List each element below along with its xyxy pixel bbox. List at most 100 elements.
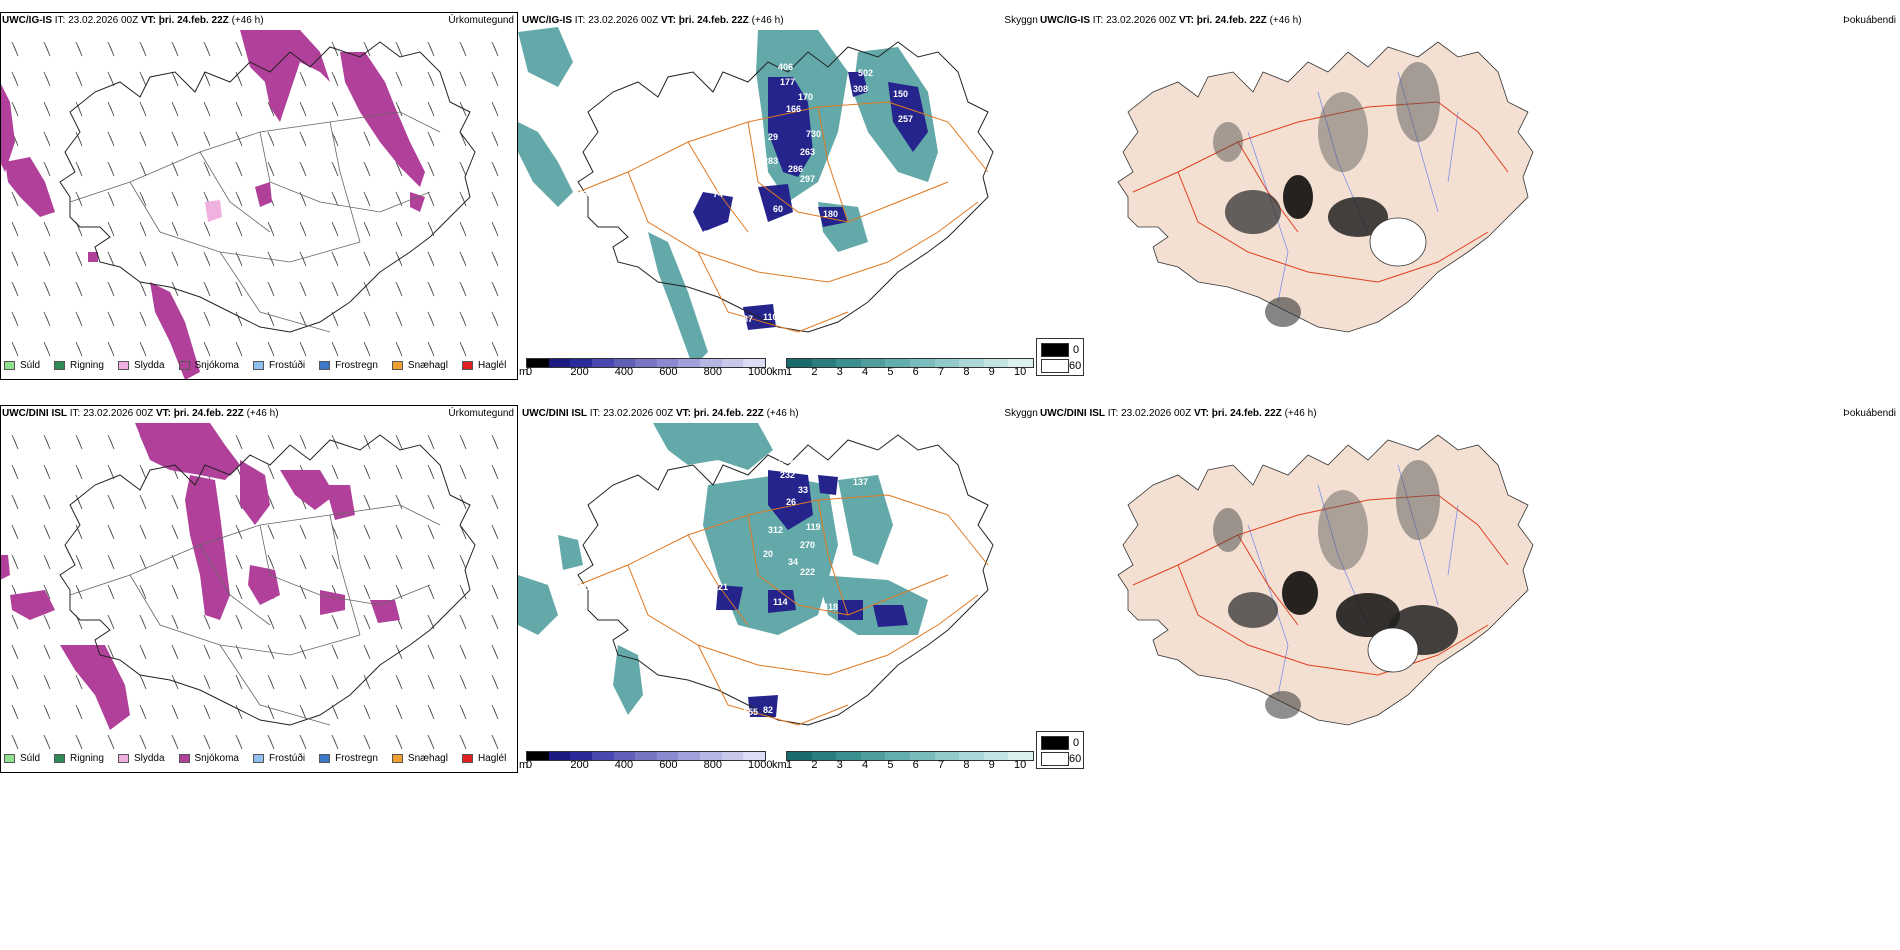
wind-barb [427,161,435,177]
legend-item: Slydda [117,753,165,764]
colorbar-segment [983,752,1009,760]
wind-barb [491,644,499,660]
wind-barb [139,704,147,720]
legend-swatch [178,754,190,763]
colorbar-tick-label: 200 [570,366,589,378]
wind-barb [235,341,243,357]
colorbar-segment [721,359,744,367]
wind-barb [427,341,435,357]
cloudbase-value-label: 137 [853,477,868,487]
colorbar-segment [700,359,722,367]
fog-high-swatch [1041,736,1069,750]
wind-barb [459,704,467,720]
colorbar-tick-label: 8 [963,366,970,378]
wind-barb [43,281,51,297]
precip-legend-row1: Súld Rigning Slydda Snjókoma Frostúði Frostre… [4,360,518,371]
fog-title-row2: Þokuábendi [1843,408,1896,419]
wind-barb [427,704,435,720]
wind-barb [139,341,147,357]
wind-barb [75,494,83,510]
wind-barb [43,101,51,117]
wind-barb [107,341,115,357]
wind-barb [267,221,275,237]
colorbar-segment [787,359,812,367]
colorbar-segment [811,359,837,367]
cloudbase-value-label: 74 [713,189,723,199]
wind-barb [75,434,83,450]
colorbar-segment [613,752,636,760]
wind-barb [491,251,499,267]
colorbar-segment [527,752,549,760]
colorbar-segment [613,359,636,367]
colorbar-tick-label: 1000 [748,366,773,378]
colorbar-tick-label: 0 [526,366,533,378]
legend-swatch [117,361,129,370]
cloudbase-value-label: 257 [898,114,913,124]
wind-barb [235,221,243,237]
colorbar-segment [934,359,960,367]
wind-barb [395,494,403,510]
wind-barb [171,191,179,207]
wind-barb [427,41,435,57]
legend-label: Frostúði [268,360,306,371]
wind-barb [235,161,243,177]
wind-barb [491,674,499,690]
wind-barb [363,584,371,600]
wind-barb [491,71,499,87]
wind-barb [363,251,371,267]
colorbar-segment [983,359,1009,367]
wind-barb [75,734,83,750]
legend-swatch [178,361,190,370]
fog-high-swatch [1041,343,1069,357]
wind-barb [43,221,51,237]
colorbar-tick-label: 1 [786,366,793,378]
wind-barb [363,311,371,327]
wind-barb [203,41,211,57]
wind-barb [331,614,339,630]
cloudbase-value-label: 270 [800,540,815,550]
wind-barb [363,191,371,207]
panel-title-row1-precip: UWC/IG-IS IT: 23.02.2026 00Z VT: þri. 24… [2,15,264,26]
wind-barb [299,644,307,660]
wind-barb [75,251,83,267]
wind-barb [427,101,435,117]
colorbar-tick-label: 2 [811,366,818,378]
wind-barb [107,221,115,237]
wind-barb [107,734,115,750]
wind-barb [427,464,435,480]
wind-barb [331,191,339,207]
wind-barb [203,281,211,297]
fog-legend-row2: 0 60 [1036,731,1084,769]
wind-barb [363,161,371,177]
wind-barb [299,71,307,87]
wind-barb [43,614,51,630]
precip-type-title-row1: Úrkomutegund [448,15,514,26]
wind-barb [267,434,275,450]
wind-barb [107,251,115,267]
wind-barb [331,311,339,327]
wind-barb [11,494,19,510]
cloudbase-value-label: 418 [823,602,838,612]
wind-barb [107,41,115,57]
legend-swatch [319,754,331,763]
wind-barb [427,71,435,87]
wind-barb [75,311,83,327]
cloudbase-value-label: 26 [786,497,796,507]
wind-barb [171,524,179,540]
wind-barb [11,71,19,87]
wind-barb [395,464,403,480]
legend-item: Rigning [54,753,104,764]
wind-barb [75,524,83,540]
cloudbase-value-label: 406 [778,62,793,72]
wind-barb [459,734,467,750]
cloudbase-colorbar-row1 [526,358,766,368]
wind-barb [11,614,19,630]
wind-barb [107,101,115,117]
wind-barb [459,614,467,630]
road-network-fog [1132,101,1509,283]
wind-barb [427,311,435,327]
wind-barb [203,704,211,720]
cloudbase-value-label: 232 [780,470,795,480]
